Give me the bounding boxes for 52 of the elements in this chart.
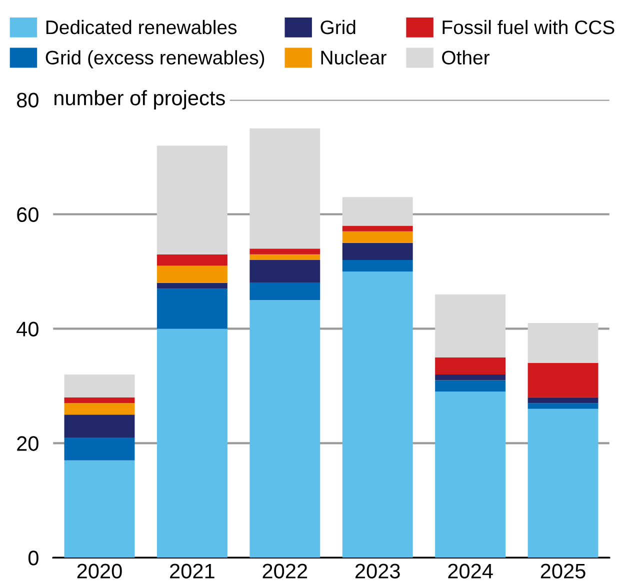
bar [528,363,598,398]
bar [435,392,506,558]
bar [528,403,598,409]
bar [342,260,413,272]
bar [528,397,598,404]
x-tick-label: 2022 [262,564,308,579]
legend-label: Dedicated renewables [46,20,237,34]
bar [156,282,228,289]
bar [435,357,506,375]
bar [250,128,320,249]
bar [156,254,228,266]
bar [435,380,506,392]
bar [435,374,506,380]
bar [156,328,228,558]
y-tick-label: 0 [28,550,38,566]
legend-label: Grid [320,20,356,34]
legend-label: Other [442,50,490,65]
bar [64,403,135,415]
bar [64,374,135,398]
bar [342,226,413,232]
x-tick-label: 2023 [355,564,400,579]
y-tick-label: 20 [17,436,38,451]
y-tick-label: 40 [16,322,38,336]
legend-label: Grid (excess renewables) [46,50,264,68]
bar [64,460,135,558]
bar [250,254,320,260]
bar [528,322,598,364]
bar [342,242,413,260]
bar [64,437,135,460]
bar [250,282,320,300]
bar [64,414,135,438]
bar [250,260,320,283]
bar [342,231,413,243]
legend-label: Nuclear [321,50,386,65]
y-tick-label: 80 [16,92,38,108]
bar [435,294,506,358]
x-tick-label: 2020 [77,564,122,579]
bar [64,397,135,404]
legend-label: Fossil fuel with CCS [442,20,614,34]
bar [528,408,598,558]
bar [156,146,228,254]
y-axis-title: number of projects [54,90,225,110]
bar [342,271,413,558]
x-tick-label: 2021 [170,564,214,579]
bar [156,288,228,329]
x-tick-label: 2024 [448,564,493,579]
bar [156,266,228,283]
x-tick-label: 2025 [540,564,586,579]
y-tick-label: 60 [17,207,38,222]
bar [342,197,413,226]
bar [250,300,320,558]
bar [250,248,320,254]
